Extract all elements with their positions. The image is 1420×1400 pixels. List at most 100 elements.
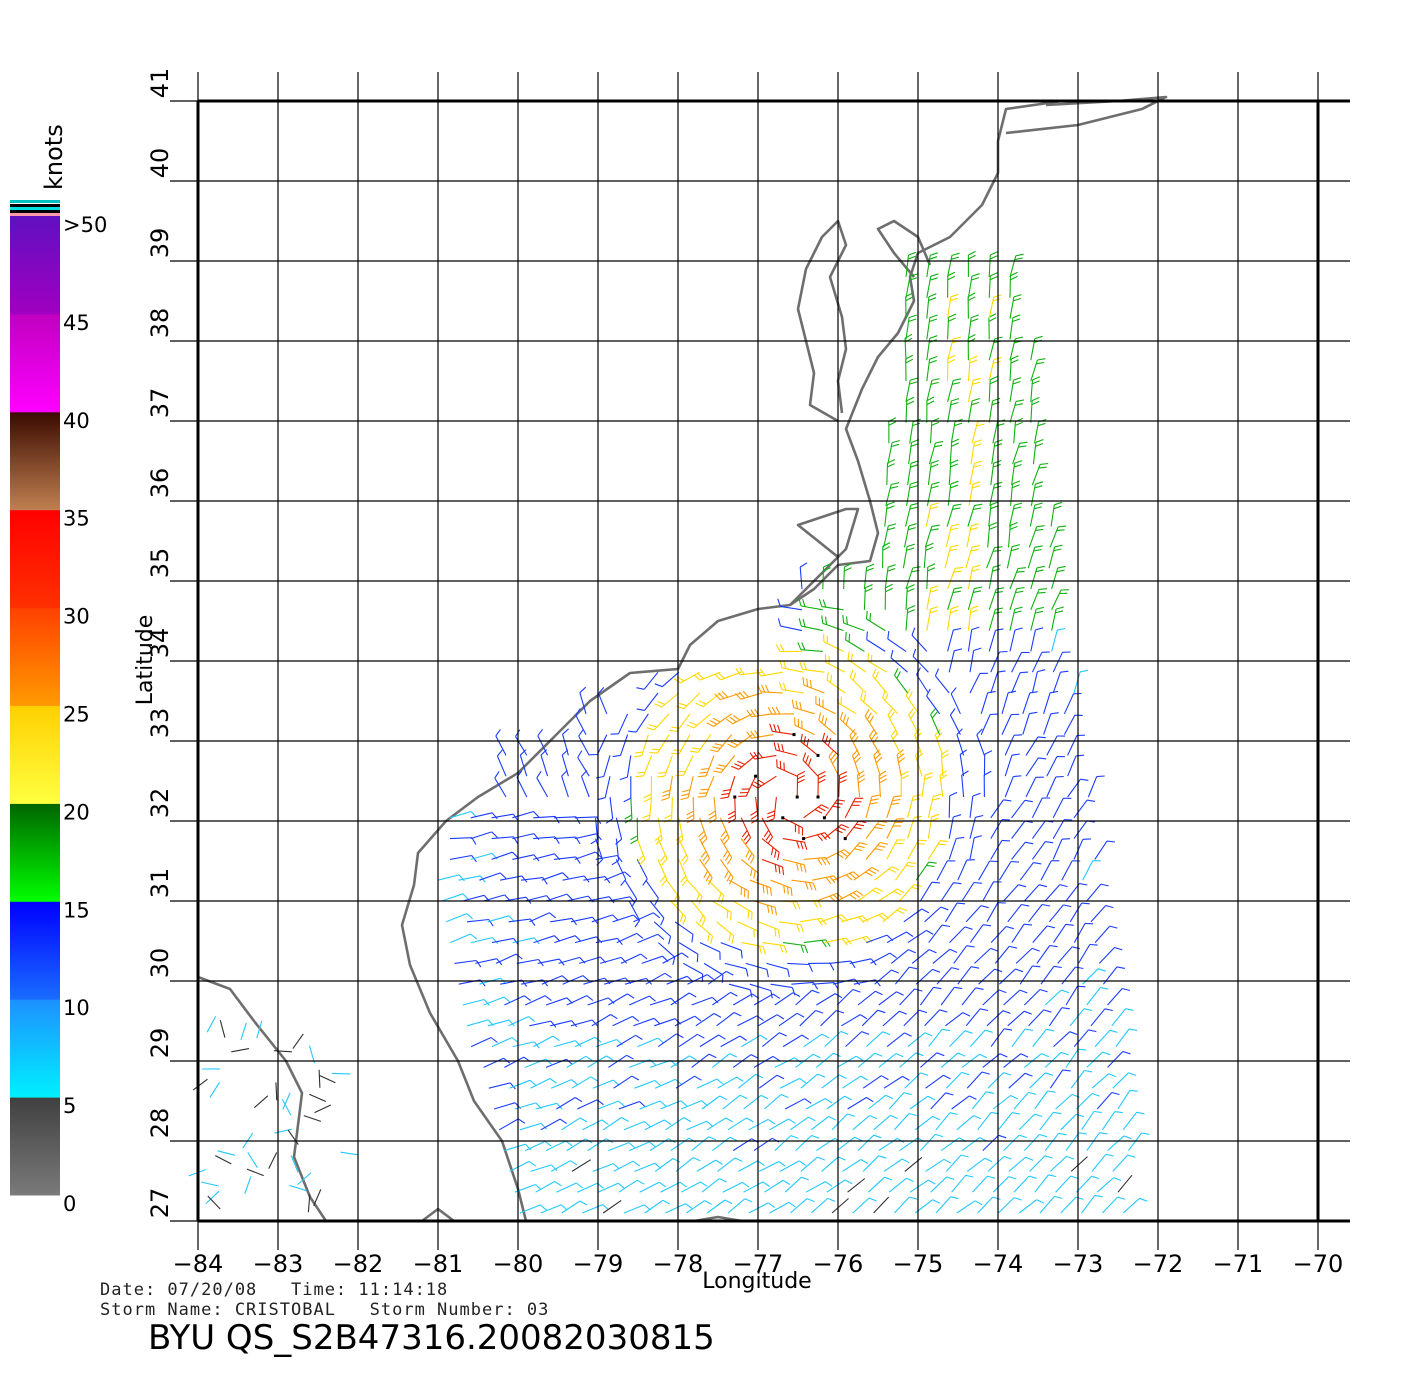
wind-barb [737,921,759,939]
wind-barb [1030,396,1040,423]
lat-tick-label: 37 [146,388,174,419]
wind-barb [839,711,857,735]
wind-barb [749,983,773,999]
wind-barb [1025,736,1046,756]
wind-barb [720,942,743,959]
wind-barb [1081,1110,1102,1131]
legend-band [10,313,60,413]
wind-barb [466,918,494,927]
wind-barb [822,563,831,590]
wind-barb [967,605,979,631]
wind-barb [623,1120,651,1131]
wind-barb [935,1196,959,1214]
wind-barb [1011,923,1033,943]
wind-barb [770,983,796,996]
wind-barb [926,396,935,423]
wind-barb [969,792,981,818]
wind-barb [602,1117,629,1131]
wind-barb [623,776,632,803]
wind-barb [207,1195,221,1210]
wind-barb [926,273,939,298]
wind-barb [779,1077,807,1089]
wind-barb [727,795,737,824]
wind-barb [886,818,905,839]
wind-barb [691,900,707,926]
wind-barb [695,692,721,708]
wind-barb [990,925,1014,943]
wind-barb [1053,923,1074,943]
wind-barb [675,1075,702,1089]
wind-barb [836,694,857,715]
wind-barb [929,417,940,444]
wind-barb [1111,1008,1134,1027]
wind-barb [990,459,1002,486]
wind-barb [590,817,599,845]
wind-barb [890,728,902,756]
wind-barb [635,755,653,778]
wind-barb [966,1071,990,1089]
wind-barb [810,1197,836,1214]
wind-barb [540,1204,568,1214]
wind-barb [1028,1009,1052,1027]
wind-barb [967,377,982,402]
coastline-segment [789,507,860,606]
wind-barb [209,1081,221,1098]
wind-barb [878,991,904,1006]
wind-barb [498,1118,526,1131]
wind-barb [529,912,557,923]
wind-barb [707,970,734,985]
coastline-segment [400,99,1158,1222]
wind-barb [470,812,498,820]
wind-barb [862,1155,887,1172]
wind-barb [826,1095,853,1110]
wind-barb [1082,860,1101,881]
wind-barb [657,838,668,866]
wind-barb [1065,883,1088,902]
wind-barb [1086,883,1109,902]
wind-barb [888,1177,914,1193]
wind-barb [1011,841,1034,860]
wind-barb [1018,1199,1045,1214]
wind-barb [509,1160,537,1172]
wind-barb [836,1055,864,1068]
coastline-segment [197,975,328,1222]
wind-barb [1048,544,1063,569]
wind-barb [699,1034,726,1048]
wind-barb [967,503,983,527]
wind-barb [909,418,921,444]
wind-barb [779,1160,807,1172]
wind-barb [865,820,888,839]
wind-barb [782,1034,809,1048]
wind-barb [926,314,938,340]
legend-tick-label: 45 [63,311,90,335]
wind-barb [860,691,878,715]
wind-barb [967,586,983,610]
wind-barb [927,813,940,839]
wind-barb [885,482,900,506]
wind-barb [727,1198,753,1214]
wind-barb [1073,799,1096,819]
wind-barb [597,1100,625,1110]
wind-barb [967,397,980,423]
wind-barb [920,1052,945,1068]
wind-barb [870,952,897,964]
wind-barb [911,627,928,652]
wind-barb [653,921,672,945]
wind-barb [738,1073,764,1089]
wind-barb [967,314,979,340]
wind-barb [643,776,653,803]
wind-barb [201,1181,219,1187]
wind-barb [928,440,944,465]
wind-barb [944,902,965,923]
wind-barb [1011,1028,1034,1047]
wind-barb [628,900,641,928]
wind-barb [618,1100,646,1110]
wind-barb [919,881,940,902]
wind-barb [613,1075,640,1089]
wind-barb [247,1152,258,1168]
wind-barb [303,1115,322,1122]
wind-barb [956,1115,982,1131]
wind-barb [847,651,867,673]
wind-barb [597,1182,625,1193]
wind-barb [706,713,732,727]
